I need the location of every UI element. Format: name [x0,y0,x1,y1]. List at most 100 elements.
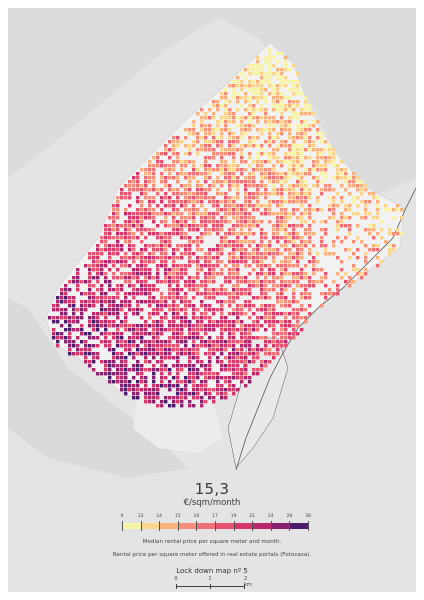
map-cell [172,344,176,348]
map-cell [172,152,176,156]
map-cell [204,288,208,292]
map-cell [208,320,212,324]
map-cell [292,332,296,336]
map-cell [228,132,232,136]
map-cell [168,320,172,324]
map-cell [164,328,168,332]
map-cell [336,168,340,172]
map-cell [244,168,248,172]
map-cell [220,200,224,204]
map-cell [204,140,208,144]
map-cell [164,268,168,272]
map-cell [196,368,200,372]
map-cell [376,256,380,260]
map-cell [280,200,284,204]
map-cell [180,352,184,356]
map-cell [392,208,396,212]
map-cell [384,208,388,212]
map-cell [276,156,280,160]
map-cell [72,320,76,324]
map-cell [148,196,152,200]
map-cell [272,88,276,92]
map-cell [120,372,124,376]
map-cell [248,180,252,184]
map-cell [292,324,296,328]
map-cell [152,368,156,372]
map-cell [320,132,324,136]
map-cell [176,360,180,364]
map-cell [184,316,188,320]
map-cell [240,124,244,128]
map-cell [272,332,276,336]
map-cell [272,120,276,124]
map-cell [340,240,344,244]
map-cell [336,180,340,184]
map-cell [136,344,140,348]
legend-block: 15,3 €/sqm/month 9 13 14 15 16 17 19 21 24 28 38 M… [8,476,416,592]
map-cell [308,296,312,300]
map-cell [304,172,308,176]
map-cell [180,216,184,220]
map-cell [196,264,200,268]
map-cell [240,204,244,208]
map-cell [152,400,156,404]
map-cell [120,376,124,380]
map-cell [148,276,152,280]
map-cell [184,324,188,328]
map-cell [288,332,292,336]
map-cell [156,188,160,192]
map-cell [228,256,232,260]
map-cell [236,212,240,216]
map-cell [332,200,336,204]
map-cell [264,304,268,308]
map-cell [164,304,168,308]
map-cell [376,232,380,236]
map-cell [116,296,120,300]
map-cell [160,236,164,240]
map-cell [296,180,300,184]
map-cell [224,96,228,100]
map-cell [164,260,168,264]
map-cell [204,192,208,196]
map-cell [120,260,124,264]
map-cell [124,208,128,212]
map-cell [216,336,220,340]
map-cell [300,156,304,160]
map-cell [288,284,292,288]
map-cell [148,324,152,328]
map-cell [244,76,248,80]
map-cell [232,96,236,100]
map-cell [276,60,280,64]
map-cell [300,272,304,276]
map-cell [180,172,184,176]
map-cell [208,360,212,364]
map-cell [52,332,56,336]
map-cell [128,232,132,236]
map-cell [228,324,232,328]
map-cell [188,252,192,256]
map-cell [112,216,116,220]
map-cell [216,176,220,180]
map-cell [312,148,316,152]
map-cell [248,112,252,116]
map-cell [164,184,168,188]
map-cell [300,256,304,260]
map-cell [252,104,256,108]
map-cell [208,296,212,300]
map-cell [240,244,244,248]
map-cell [268,264,272,268]
map-cell [180,244,184,248]
map-cell [120,288,124,292]
map-cell [236,248,240,252]
map-cell [128,340,132,344]
map-cell [72,276,76,280]
map-cell [196,236,200,240]
map-cell [196,284,200,288]
map-cell [324,244,328,248]
map-cell [224,388,228,392]
map-cell [324,176,328,180]
map-cell [244,328,248,332]
map-cell [144,340,148,344]
map-cell [116,196,120,200]
map-cell [60,316,64,320]
